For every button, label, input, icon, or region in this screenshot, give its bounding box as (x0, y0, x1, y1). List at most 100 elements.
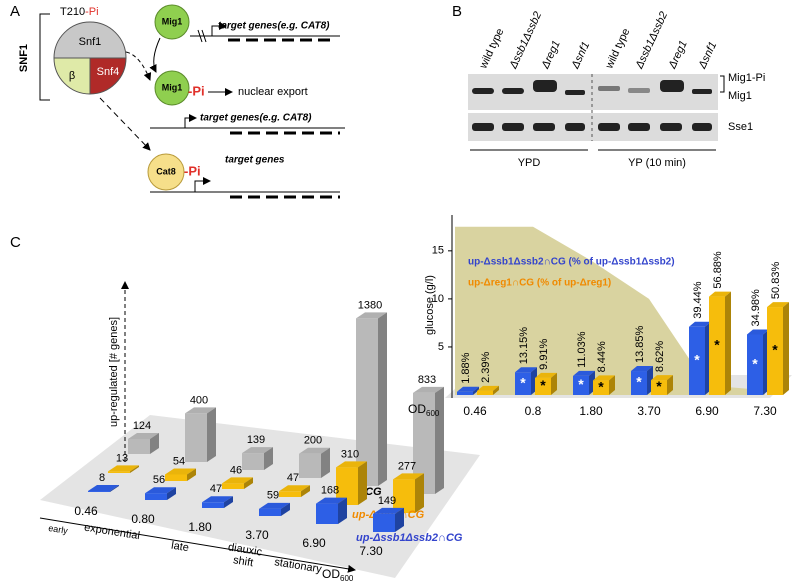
bar (573, 375, 589, 395)
x-tick-label: 7.30 (753, 404, 777, 418)
bar (393, 479, 415, 513)
bar-side (358, 461, 367, 505)
x-tick-label: 1.80 (188, 520, 212, 534)
bar-top (593, 375, 615, 381)
band-label: Mig1 (728, 90, 752, 102)
y-tick-label: 5 (438, 341, 444, 353)
bar-top (356, 312, 387, 319)
promoter (194, 177, 211, 192)
od-axis (39, 517, 356, 573)
bar-side (783, 302, 789, 395)
phase-label: late (170, 540, 189, 555)
value-label: 124 (133, 420, 151, 432)
legend-label: up-Δssb1Δssb2∩CG (356, 532, 463, 544)
bar-top (88, 485, 119, 492)
snf4-segment (89, 57, 127, 95)
x-axis-label-text: OD (322, 567, 340, 581)
bar-top (515, 367, 537, 373)
cat8-node (147, 153, 185, 191)
significance-mark: * (636, 374, 642, 390)
value-label: 8.44% (596, 341, 608, 372)
significance-mark: * (694, 352, 700, 368)
lane-label: Δsnf1 (569, 40, 592, 72)
value-label: 39.44% (692, 281, 704, 319)
value-label: 139 (247, 434, 265, 446)
bar-top (767, 302, 789, 308)
x-tick-label: 1.80 (579, 404, 603, 418)
snf1-label: Snf1 (79, 36, 102, 48)
bar-side (473, 386, 479, 395)
lane-label: wild type (603, 27, 632, 72)
bar-side (493, 385, 499, 395)
bar-top (373, 507, 404, 514)
lane-label: Δreg1 (539, 39, 563, 72)
bar-top (279, 485, 310, 492)
panel-label: A (10, 3, 20, 20)
bar (477, 390, 493, 395)
value-label: 1380 (358, 299, 382, 311)
snf1-segment (53, 21, 127, 59)
site: T210 (60, 6, 85, 18)
promoter (211, 22, 227, 36)
x-tick-label: 0.8 (525, 404, 542, 418)
x-tick-label: 3.70 (245, 528, 269, 542)
significance-mark: * (772, 342, 778, 358)
value-label: 46 (230, 464, 242, 476)
y-axis-label: up-regulated [# genes] (108, 317, 120, 427)
bar (165, 474, 187, 481)
value-label: 47 (210, 483, 222, 495)
bar-side (207, 407, 216, 462)
y-tick-label: 10 (432, 293, 444, 305)
value-label: 13 (116, 452, 128, 464)
glucose-area (455, 226, 765, 395)
value-label: 310 (341, 448, 359, 460)
pi-label: -Pi (188, 83, 205, 98)
bar (88, 491, 110, 492)
legend-label: up-Δreg1∩CG (% of up-Δreg1) (468, 278, 611, 289)
bar-side (187, 468, 196, 481)
arrow (149, 37, 161, 73)
x-axis-label-text: OD (408, 402, 426, 416)
value-label: 47 (287, 472, 299, 484)
panel-label: B (452, 3, 462, 20)
value-label: 34.98% (750, 289, 762, 327)
bar (145, 493, 167, 500)
value-label: 54 (173, 455, 185, 467)
lane-label: Δreg1 (666, 39, 690, 72)
mig1-label: Mig1 (162, 16, 183, 26)
bar-top (535, 372, 557, 378)
x-tick-label: 0.46 (74, 504, 98, 518)
value-label: 8.62% (654, 341, 666, 372)
snf4-label: Snf4 (97, 66, 120, 78)
bar (747, 334, 763, 395)
value-label: 56 (153, 474, 165, 486)
bar-side (110, 485, 119, 492)
bar-top (393, 473, 424, 480)
bar-top (259, 502, 290, 509)
bar-side (321, 447, 330, 478)
bar-top (299, 447, 330, 454)
bar-side (378, 312, 387, 486)
bar-top (128, 432, 159, 439)
lane-label: Δsnf1 (696, 40, 719, 72)
x-tick-label: 6.90 (302, 536, 326, 550)
bar-top (651, 375, 673, 381)
value-label: 149 (378, 495, 396, 507)
export-label: nuclear export (238, 86, 308, 98)
value-label: 168 (321, 485, 339, 497)
bar-side (281, 502, 290, 516)
bar-side (395, 507, 404, 532)
bar-top (709, 291, 731, 297)
bar-top (747, 329, 769, 335)
bar (689, 326, 705, 395)
bar (185, 413, 207, 462)
bar-side (167, 487, 176, 500)
mig1-node (154, 70, 190, 106)
bar (373, 513, 395, 532)
site-label: T210-Pi (60, 6, 99, 18)
value-label: 11.03% (576, 331, 588, 368)
bar-side (130, 465, 139, 473)
band-label: Sse1 (728, 121, 753, 133)
